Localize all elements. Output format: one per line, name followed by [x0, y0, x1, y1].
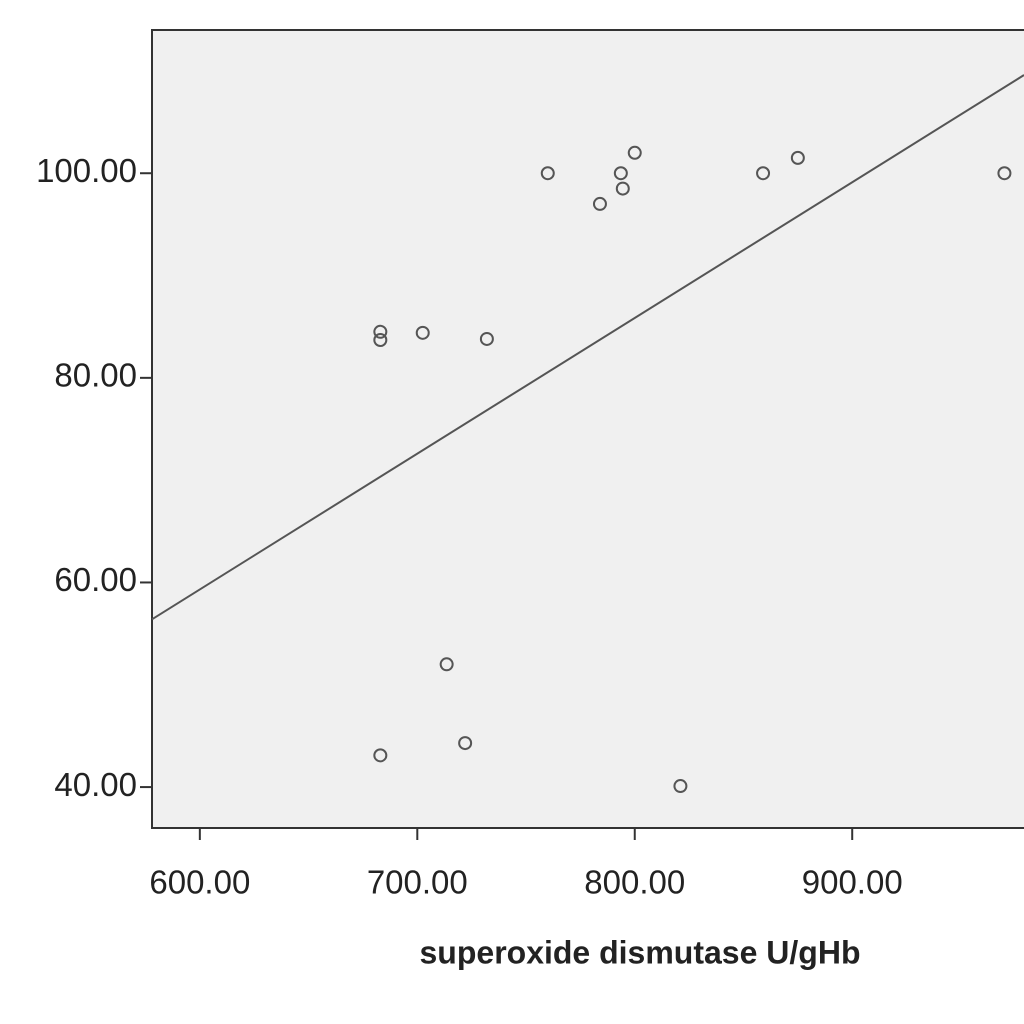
point: [415, 325, 430, 340]
point: [790, 150, 805, 165]
x-tick-label: 700.00: [367, 864, 468, 901]
point: [673, 779, 688, 794]
point: [592, 196, 607, 211]
point: [615, 181, 630, 196]
x-tick-label: 600.00: [149, 864, 250, 901]
point: [373, 324, 388, 339]
point: [373, 332, 388, 347]
x-axis-label: superoxide dismutase U/gHb: [420, 934, 861, 970]
y-tick-label: 60.00: [54, 561, 137, 598]
point: [479, 331, 494, 346]
point: [439, 657, 454, 672]
point: [540, 166, 555, 181]
y-tick-label: 100.00: [36, 152, 137, 189]
point: [458, 736, 473, 751]
fit-line: [151, 74, 1024, 621]
point: [997, 166, 1012, 181]
y-tick-label: 40.00: [54, 766, 137, 803]
point: [613, 166, 628, 181]
x-tick-label: 900.00: [802, 864, 903, 901]
y-tick-label: 80.00: [54, 357, 137, 394]
point: [373, 748, 388, 763]
plot-area: [151, 29, 1024, 829]
point: [756, 166, 771, 181]
x-tick-label: 800.00: [584, 864, 685, 901]
point: [627, 145, 642, 160]
